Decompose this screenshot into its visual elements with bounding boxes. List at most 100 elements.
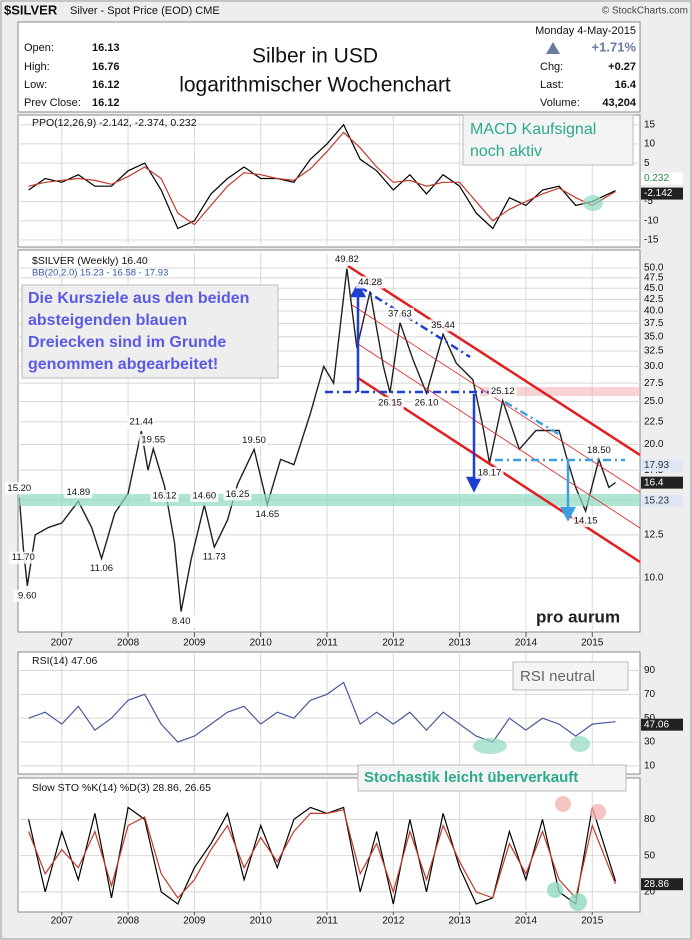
point-label: 14.65 [255, 509, 279, 520]
point-label-bg [571, 515, 600, 528]
point-label: 26.15 [378, 397, 402, 408]
point-label: 14.89 [66, 487, 90, 498]
y-tick-label: 5 [644, 158, 650, 169]
bollinger-label: BB(20,2.0) 15.23 - 16.58 - 17.93 [32, 268, 168, 279]
info-value: 16.13 [92, 42, 120, 54]
point-label: 25.12 [491, 386, 515, 397]
y-tick-label: 47.5 [644, 273, 664, 284]
point-label-bg [150, 489, 179, 502]
point-label-bg [385, 307, 414, 320]
highlight [569, 893, 587, 911]
point-label: 37.63 [388, 308, 412, 319]
x-tick-label: 2014 [515, 916, 538, 927]
x-tick-label: 2008 [117, 916, 140, 927]
info-value: 43,204 [602, 97, 637, 109]
annotation-box [21, 284, 279, 379]
x-tick-label: 2008 [117, 638, 140, 649]
annotation-text: Die Kursziele aus den beiden absteigende… [28, 290, 249, 373]
blue-triangles [325, 282, 625, 522]
symbol: $SILVER [4, 2, 58, 17]
point-label-bg [332, 253, 361, 266]
point-label: 15.20 [7, 483, 31, 494]
series-line [28, 809, 617, 900]
point-label-bg [412, 397, 441, 410]
info-label: Chg: [540, 61, 563, 73]
annotation-box [462, 114, 634, 166]
y-tick-label: 10 [644, 139, 656, 150]
title: Silber in USD [252, 45, 378, 68]
point-label: 21.44 [129, 417, 153, 428]
annotation-line: genommen abgearbeitet! [28, 356, 218, 373]
point-label: 8.40 [172, 616, 191, 627]
point-label-bg [200, 551, 229, 564]
x-tick-label: 2015 [581, 638, 604, 649]
annotation-box [357, 764, 627, 792]
point-label-bg [376, 396, 405, 409]
x-tick-label: 2012 [382, 638, 405, 649]
point-label: 11.06 [90, 563, 113, 574]
y-tick-label: 45.0 [644, 283, 664, 294]
y-tick-label: 80 [644, 814, 656, 825]
panel-title: PPO(12,26,9) -2.142, -2.374, 0.232 [32, 117, 197, 129]
point-label: 16.12 [153, 490, 177, 501]
y-tick-label: 22.5 [644, 416, 664, 427]
y-tick-label: -15 [644, 235, 659, 246]
point-label: 11.73 [203, 552, 226, 563]
point-label: 26.10 [415, 398, 439, 409]
annotation-line: MACD Kaufsignal [470, 121, 596, 138]
x-tick-label: 2007 [51, 916, 74, 927]
series-line [18, 268, 616, 612]
value-box [641, 476, 683, 489]
x-tick-label: 2009 [183, 638, 206, 649]
info-label: Low: [24, 79, 47, 91]
annotation-line: Stochastik leicht überverkauft [364, 769, 578, 786]
y-tick-label: 15 [644, 119, 656, 130]
info-panel [17, 21, 641, 113]
value-box [641, 459, 683, 472]
y-tick-label: 30.0 [644, 361, 664, 372]
point-label-bg [584, 444, 613, 457]
point-label-bg [13, 589, 42, 602]
panel-title: $SILVER (Weekly) 16.40 [32, 255, 148, 267]
value-box [641, 878, 683, 891]
point-label: 19.50 [242, 435, 266, 446]
x-tick-label: 2007 [51, 638, 74, 649]
point-label: 18.17 [478, 467, 502, 478]
change-pct: +1.71% [592, 39, 637, 54]
point-label: 18.50 [587, 445, 611, 456]
y-tick-label: 50.0 [644, 263, 664, 274]
point-label: 14.15 [574, 516, 598, 527]
copyright: © StockCharts.com [602, 6, 688, 17]
annotation-line: RSI neutral [520, 668, 595, 685]
y-tick-label: 12.5 [644, 530, 664, 541]
y-tick-label: 50 [644, 713, 656, 724]
value-box-label: 16.4 [644, 477, 664, 488]
y-tick-label: 90 [644, 665, 656, 676]
annotation-line: noch aktiv [470, 143, 542, 160]
point-label-bg [429, 319, 458, 332]
x-tick-label: 2009 [183, 916, 206, 927]
value-box [641, 718, 683, 731]
point-label-bg [87, 562, 116, 575]
value-box [641, 172, 683, 185]
info-label: Prev Close: [24, 97, 81, 109]
annotation-line: Die Kursziele aus den beiden [28, 290, 249, 307]
annotation-line: Dreiecken sind im Grunde [28, 334, 226, 351]
info-value: 16.76 [92, 61, 120, 73]
info-value: 16.12 [92, 79, 120, 91]
highlight [547, 882, 563, 898]
x-tick-label: 2013 [449, 916, 472, 927]
point-label: 14.60 [192, 491, 216, 502]
point-label-bg [253, 508, 282, 521]
point-label: 16.25 [226, 489, 250, 500]
x-tick-label: 2011 [316, 916, 338, 927]
info-label: Open: [24, 42, 54, 54]
point-label-bg [5, 482, 34, 495]
value-box-label: 17.93 [644, 460, 669, 471]
y-tick-label: 10.0 [644, 573, 664, 584]
x-tick-label: 2014 [515, 638, 538, 649]
point-label-bg [167, 615, 196, 628]
y-tick-label: -5 [644, 196, 653, 207]
highlight [570, 736, 590, 752]
